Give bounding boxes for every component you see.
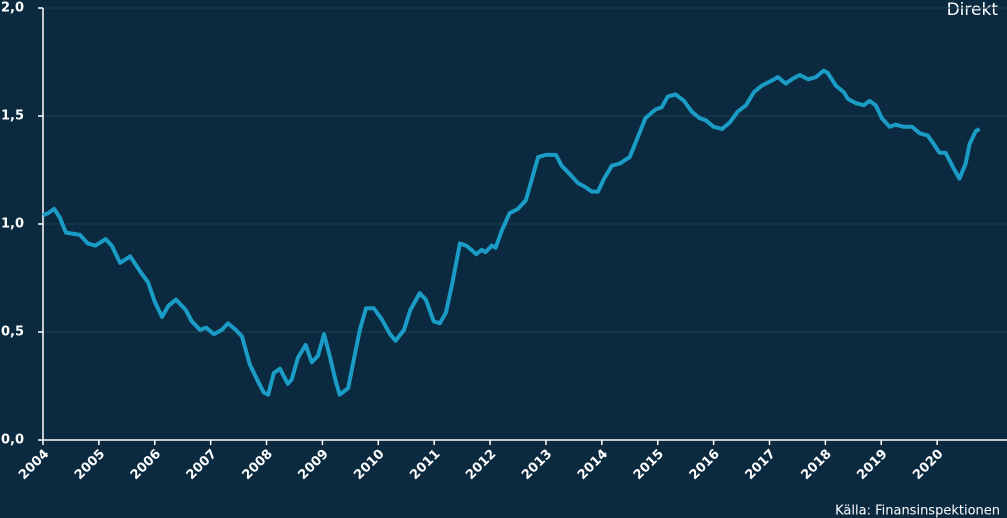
y-tick-label: 1,5 [1,109,24,124]
x-tick-label: 2007 [184,447,220,483]
x-tick-label: 2018 [798,447,834,483]
x-tick-label: 2013 [519,447,555,483]
x-tick-label: 2014 [575,447,611,483]
x-tick-label: 2011 [407,447,443,483]
y-tick-label: 0,0 [1,433,24,448]
x-tick-label: 2015 [631,447,667,483]
x-tick-label: 2016 [687,447,723,483]
y-tick-label: 2,0 [1,1,24,16]
x-tick-label: 2006 [128,447,164,483]
legend-entry: Direkt [947,0,999,20]
x-tick-label: 2017 [743,447,779,483]
x-tick-label: 2008 [240,447,276,483]
x-tick-label: 2004 [16,447,52,483]
y-tick-label: 0,5 [1,325,24,340]
x-tick-label: 2019 [854,447,890,483]
y-tick-label: 1,0 [1,217,24,232]
data-line [42,68,981,397]
x-tick-label: 2020 [910,447,946,483]
x-tick-label: 2012 [463,447,499,483]
x-tick-label: 2005 [72,447,108,483]
source-note: Källa: Finansinspektionen [835,504,1000,518]
x-tick-label: 2010 [351,447,387,483]
x-tick-label: 2009 [296,447,332,483]
